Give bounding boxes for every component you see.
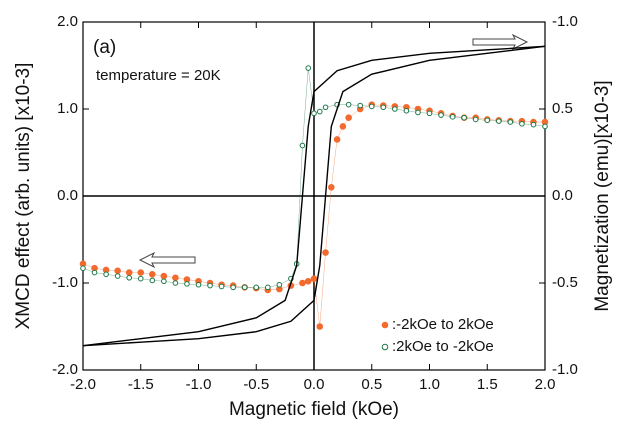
legend-label: :-2kOe to 2kOe [392, 316, 494, 333]
y-tick-label: 2.0 [57, 13, 78, 30]
x-axis-label: Magnetic field (kOe) [229, 399, 399, 420]
data-point [218, 283, 225, 290]
data-point [392, 106, 398, 112]
data-point [126, 274, 132, 281]
x-tick-label: 1.5 [477, 376, 498, 393]
legend-label: :2kOe to -2kOe [392, 338, 494, 355]
data-point [472, 116, 479, 123]
data-point [328, 184, 335, 191]
data-point [345, 101, 352, 108]
y-tick-label: 1.0 [57, 100, 78, 117]
y-axis-label: XMCD effect (arb. units) [x10-3] [13, 63, 34, 330]
data-point [149, 277, 156, 284]
data-point [137, 269, 145, 276]
arrow-right [472, 33, 529, 51]
data-point [161, 278, 167, 285]
y2-axis-label: Magnetization (emu)[x10-3] [592, 80, 613, 311]
y2-tick-label: -1.0 [552, 13, 578, 30]
data-point [333, 136, 341, 143]
data-point [542, 123, 548, 130]
data-point [241, 284, 248, 291]
data-point [265, 284, 271, 291]
data-point [230, 284, 236, 291]
data-point [403, 107, 410, 114]
data-point [496, 118, 502, 124]
x-tick-label: 0.5 [361, 376, 382, 393]
data-point [207, 282, 213, 289]
x-tick-label: -1.0 [186, 376, 212, 393]
y2-tick-label: -0.5 [552, 274, 578, 291]
data-point [507, 119, 514, 125]
data-point [114, 273, 121, 279]
data-point [80, 265, 86, 272]
y2-tick-label: 0.0 [552, 187, 573, 204]
data-point [316, 323, 324, 330]
legend-marker [381, 321, 389, 329]
data-point [253, 284, 260, 291]
data-point [305, 65, 312, 71]
data-point [304, 277, 312, 285]
data-point [125, 269, 133, 276]
data-point [438, 112, 444, 118]
data-point [195, 281, 202, 288]
data-point [103, 271, 109, 278]
x-tick-label: 0.0 [304, 376, 325, 393]
data-point [380, 104, 387, 111]
x-tick-label: -1.5 [128, 376, 154, 393]
data-point [449, 114, 456, 120]
magnetization-curve [82, 45, 546, 347]
y-tick-label: -2.0 [52, 361, 78, 378]
y2-tick-label: -1.0 [552, 361, 578, 378]
data-point [114, 267, 121, 275]
data-point [519, 120, 525, 127]
data-point [322, 249, 329, 256]
x-tick-label: -0.5 [243, 376, 269, 393]
data-point [172, 274, 179, 282]
data-point [426, 110, 433, 117]
arrow-left-shape [138, 251, 196, 269]
data-point [339, 123, 347, 130]
data-point [172, 280, 179, 286]
data-point [137, 275, 144, 282]
legend-marker [381, 343, 389, 351]
annotation: temperature = 20K [96, 67, 221, 84]
x-tick-label: 2.0 [535, 376, 556, 393]
y-tick-label: -1.0 [52, 274, 78, 291]
data-point [368, 103, 375, 110]
y-tick-label: 0.0 [57, 187, 78, 204]
data-point [276, 281, 283, 288]
data-point [311, 110, 317, 117]
data-point [299, 142, 306, 149]
magnetization-curve [82, 45, 546, 347]
data-point [530, 121, 537, 128]
data-point [484, 117, 491, 124]
annotation: (a) [93, 37, 116, 58]
data-point [357, 102, 364, 109]
data-point [91, 269, 98, 276]
data-point [322, 104, 329, 111]
data-point [345, 114, 352, 121]
data-point [310, 275, 318, 282]
arrow-right-shape [472, 33, 529, 51]
data-point [415, 109, 421, 116]
data-point [316, 108, 323, 115]
y2-tick-label: 0.5 [552, 100, 573, 117]
data-point [461, 114, 467, 121]
data-point [149, 271, 156, 278]
x-tick-label: 1.0 [419, 376, 440, 393]
data-point [160, 272, 168, 280]
x-tick-label: -2.0 [70, 376, 96, 393]
arrow-left [138, 251, 196, 269]
data-point [299, 279, 306, 287]
data-point [184, 281, 190, 287]
